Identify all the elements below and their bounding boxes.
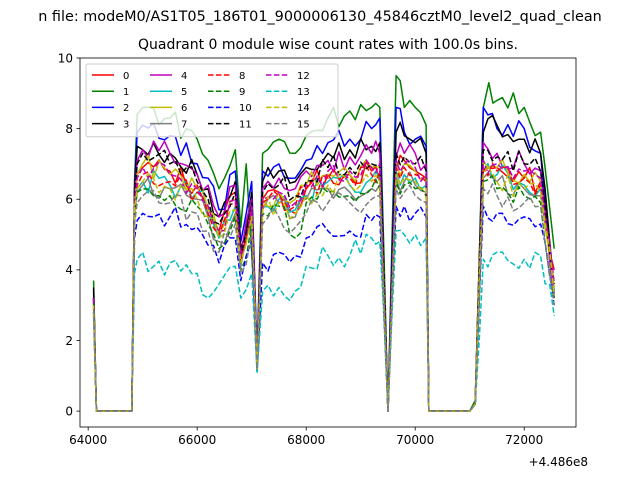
legend-label-0: 0 <box>123 71 129 82</box>
legend-label-14: 14 <box>297 103 310 114</box>
legend-label-2: 2 <box>123 103 129 114</box>
x-tick-label: 64000 <box>69 433 107 447</box>
legend-label-7: 7 <box>181 119 187 130</box>
series-line-12 <box>92 158 555 412</box>
legend-label-11: 11 <box>239 119 252 130</box>
x-tick-label: 66000 <box>178 433 216 447</box>
legend-label-4: 4 <box>181 71 187 82</box>
axes-frame <box>79 57 577 428</box>
legend-label-15: 15 <box>297 119 310 130</box>
legend-label-3: 3 <box>123 119 129 130</box>
series-line-13 <box>92 229 555 412</box>
legend-label-9: 9 <box>239 87 245 98</box>
y-tick-label: 8 <box>65 122 73 136</box>
y-tick-label: 6 <box>65 193 73 207</box>
chart-title: Quadrant 0 module wise count rates with … <box>138 37 518 53</box>
legend-label-12: 12 <box>297 71 310 82</box>
legend-label-6: 6 <box>181 103 187 114</box>
series-line-14 <box>92 165 555 412</box>
legend-label-8: 8 <box>239 71 245 82</box>
series-line-10 <box>92 205 555 412</box>
legend-box <box>85 63 339 138</box>
figure-suptitle: n file: modeM0/AS1T05_186T01_9000006130_… <box>38 9 602 25</box>
x-tick-label: 68000 <box>287 433 325 447</box>
legend-label-1: 1 <box>123 87 129 98</box>
legend-label-13: 13 <box>297 87 310 98</box>
legend-label-5: 5 <box>181 87 187 98</box>
y-tick-label: 2 <box>65 334 73 348</box>
y-tick-label: 4 <box>65 263 73 277</box>
x-tick-label: 70000 <box>396 433 434 447</box>
x-tick-label: 72000 <box>505 433 543 447</box>
series-line-15 <box>92 183 555 412</box>
y-tick-label: 10 <box>58 51 73 65</box>
y-tick-label: 0 <box>65 404 73 418</box>
plot-area: 64000 66000 68000 70000 72000024681001234567… <box>58 51 577 447</box>
legend-label-10: 10 <box>239 103 252 114</box>
x-offset-label: +4.486e8 <box>529 455 588 469</box>
series-line-9 <box>92 174 555 412</box>
